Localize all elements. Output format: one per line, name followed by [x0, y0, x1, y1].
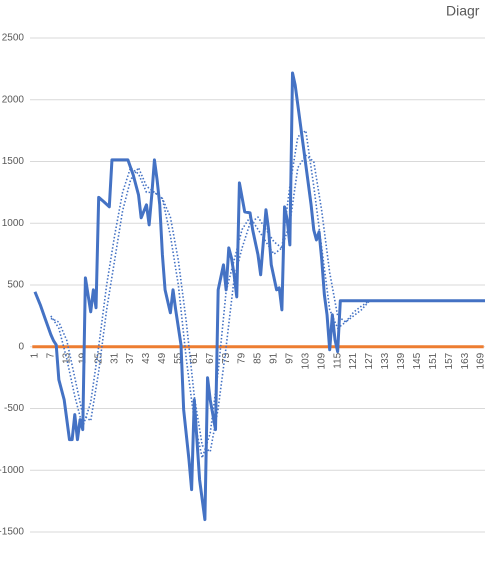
y-tick-label: 2000	[2, 94, 25, 105]
x-tick-label: 133	[380, 352, 391, 369]
x-tick-label: 109	[316, 352, 327, 369]
x-tick-label: 55	[173, 352, 184, 364]
y-tick-label: -1000	[0, 465, 24, 476]
x-tick-label: 97	[285, 352, 296, 364]
x-tick-label: 127	[364, 352, 375, 369]
y-tick-label: -500	[4, 403, 24, 414]
x-tick-label: 121	[348, 352, 359, 369]
series-line	[50, 129, 370, 459]
x-tick-label: 1	[30, 352, 41, 358]
y-tick-label: 0	[18, 341, 24, 352]
x-tick-label: 145	[412, 352, 423, 369]
x-tick-label: 25	[93, 352, 104, 364]
x-tick-label: 61	[189, 352, 200, 364]
x-tick-label: 37	[125, 352, 136, 364]
x-tick-label: 43	[141, 352, 152, 364]
x-tick-label: 169	[476, 352, 485, 369]
y-tick-label: 1000	[2, 218, 25, 229]
x-tick-label: 103	[300, 352, 311, 369]
x-tick-label: 67	[205, 352, 216, 364]
x-tick-label: 73	[221, 352, 232, 364]
x-tick-label: 49	[157, 352, 168, 364]
x-tick-label: 7	[46, 352, 57, 358]
x-tick-label: 139	[396, 352, 407, 369]
x-tick-label: 151	[428, 352, 439, 369]
x-tick-label: 157	[444, 352, 455, 369]
x-tick-label: 31	[109, 352, 120, 364]
y-tick-label: 500	[7, 280, 24, 291]
chart-title: Diagr	[446, 3, 480, 19]
y-tick-label: -1500	[0, 527, 24, 538]
y-tick-label: 1500	[2, 156, 25, 167]
x-tick-label: 115	[332, 352, 343, 368]
series-line	[33, 71, 485, 522]
x-tick-label: 79	[237, 352, 248, 364]
x-tick-label: 163	[460, 352, 471, 369]
x-tick-label: 91	[269, 352, 280, 364]
y-tick-label: 2500	[2, 33, 25, 44]
x-tick-label: 85	[253, 352, 264, 364]
